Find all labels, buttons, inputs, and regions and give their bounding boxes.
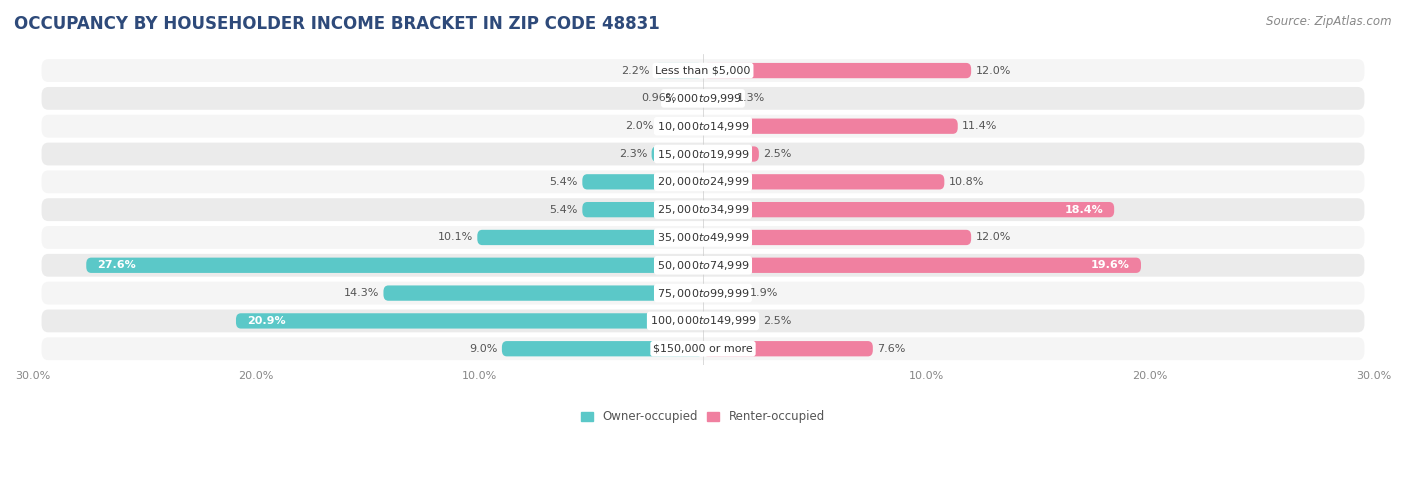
Text: $35,000 to $49,999: $35,000 to $49,999 xyxy=(657,231,749,244)
FancyBboxPatch shape xyxy=(42,59,1364,82)
Text: 18.4%: 18.4% xyxy=(1064,205,1102,215)
Text: 5.4%: 5.4% xyxy=(550,205,578,215)
FancyBboxPatch shape xyxy=(42,310,1364,332)
FancyBboxPatch shape xyxy=(42,198,1364,221)
Text: 0.96%: 0.96% xyxy=(641,93,678,104)
FancyBboxPatch shape xyxy=(682,91,703,106)
FancyBboxPatch shape xyxy=(582,174,703,190)
FancyBboxPatch shape xyxy=(42,337,1364,360)
Text: $100,000 to $149,999: $100,000 to $149,999 xyxy=(650,314,756,328)
Text: 1.9%: 1.9% xyxy=(749,288,779,298)
Text: 10.1%: 10.1% xyxy=(437,232,472,243)
Text: 2.0%: 2.0% xyxy=(626,121,654,131)
Text: 11.4%: 11.4% xyxy=(962,121,998,131)
Text: 2.2%: 2.2% xyxy=(621,66,650,75)
FancyBboxPatch shape xyxy=(703,146,759,162)
Text: 14.3%: 14.3% xyxy=(343,288,380,298)
FancyBboxPatch shape xyxy=(651,146,703,162)
Text: $5,000 to $9,999: $5,000 to $9,999 xyxy=(664,92,742,105)
Text: 12.0%: 12.0% xyxy=(976,232,1011,243)
Text: $10,000 to $14,999: $10,000 to $14,999 xyxy=(657,120,749,133)
FancyBboxPatch shape xyxy=(654,63,703,78)
Text: 2.3%: 2.3% xyxy=(619,149,647,159)
FancyBboxPatch shape xyxy=(42,142,1364,165)
Text: 20.9%: 20.9% xyxy=(247,316,285,326)
FancyBboxPatch shape xyxy=(703,63,972,78)
FancyBboxPatch shape xyxy=(502,341,703,356)
FancyBboxPatch shape xyxy=(42,282,1364,305)
FancyBboxPatch shape xyxy=(703,91,733,106)
Text: 5.4%: 5.4% xyxy=(550,177,578,187)
Text: $25,000 to $34,999: $25,000 to $34,999 xyxy=(657,203,749,216)
FancyBboxPatch shape xyxy=(42,87,1364,110)
Text: 2.5%: 2.5% xyxy=(763,316,792,326)
FancyBboxPatch shape xyxy=(42,115,1364,138)
Text: 7.6%: 7.6% xyxy=(877,344,905,354)
FancyBboxPatch shape xyxy=(703,119,957,134)
Text: 19.6%: 19.6% xyxy=(1091,260,1130,270)
FancyBboxPatch shape xyxy=(236,313,703,329)
FancyBboxPatch shape xyxy=(703,174,945,190)
Text: 27.6%: 27.6% xyxy=(97,260,136,270)
Text: $20,000 to $24,999: $20,000 to $24,999 xyxy=(657,175,749,189)
Text: 9.0%: 9.0% xyxy=(470,344,498,354)
Text: $50,000 to $74,999: $50,000 to $74,999 xyxy=(657,259,749,272)
Text: $150,000 or more: $150,000 or more xyxy=(654,344,752,354)
FancyBboxPatch shape xyxy=(42,171,1364,193)
Text: 12.0%: 12.0% xyxy=(976,66,1011,75)
FancyBboxPatch shape xyxy=(703,230,972,245)
Text: $15,000 to $19,999: $15,000 to $19,999 xyxy=(657,148,749,160)
FancyBboxPatch shape xyxy=(384,285,703,301)
FancyBboxPatch shape xyxy=(477,230,703,245)
Text: OCCUPANCY BY HOUSEHOLDER INCOME BRACKET IN ZIP CODE 48831: OCCUPANCY BY HOUSEHOLDER INCOME BRACKET … xyxy=(14,15,659,33)
FancyBboxPatch shape xyxy=(703,258,1142,273)
Text: 2.5%: 2.5% xyxy=(763,149,792,159)
FancyBboxPatch shape xyxy=(703,285,745,301)
FancyBboxPatch shape xyxy=(658,119,703,134)
FancyBboxPatch shape xyxy=(42,254,1364,277)
Text: 10.8%: 10.8% xyxy=(949,177,984,187)
FancyBboxPatch shape xyxy=(86,258,703,273)
FancyBboxPatch shape xyxy=(703,313,759,329)
Text: Source: ZipAtlas.com: Source: ZipAtlas.com xyxy=(1267,15,1392,28)
Text: $75,000 to $99,999: $75,000 to $99,999 xyxy=(657,287,749,299)
FancyBboxPatch shape xyxy=(582,202,703,217)
FancyBboxPatch shape xyxy=(703,202,1114,217)
Text: 1.3%: 1.3% xyxy=(737,93,765,104)
FancyBboxPatch shape xyxy=(42,226,1364,249)
FancyBboxPatch shape xyxy=(703,341,873,356)
Text: Less than $5,000: Less than $5,000 xyxy=(655,66,751,75)
Legend: Owner-occupied, Renter-occupied: Owner-occupied, Renter-occupied xyxy=(576,406,830,428)
